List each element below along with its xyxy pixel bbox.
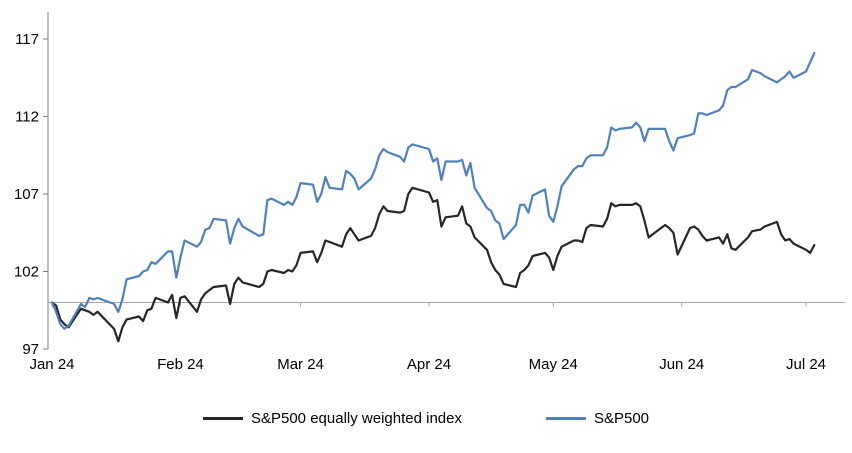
s-p500-line — [50, 51, 816, 330]
s-p500-equally-weighted-index-line — [50, 186, 816, 343]
y-tick-label-2: 107 — [14, 186, 39, 203]
x-tick-label-3: Apr 24 — [407, 356, 451, 373]
legend-label-sp500: S&P500 — [593, 410, 650, 427]
y-tick-label-3: 112 — [15, 109, 39, 126]
x-tick-label-4: May 24 — [529, 356, 578, 373]
legend-label-equal-weight: S&P500 equally weighted index — [250, 410, 462, 427]
legend-swatch-equal-weight-line — [202, 417, 243, 420]
x-tick-label-6: Jul 24 — [786, 356, 826, 373]
x-tick-label-1: Feb 24 — [157, 356, 204, 373]
x-tick-label-5: Jun 24 — [659, 356, 704, 373]
y-tick-label-4: 117 — [15, 31, 39, 48]
y-tick-label-0: 97 — [22, 341, 39, 358]
x-tick-label-0: Jan 24 — [29, 356, 74, 373]
legend-item-sp500: S&P500 — [545, 410, 650, 427]
x-tick-label-2: Mar 24 — [277, 356, 324, 373]
y-tick-label-1: 102 — [14, 264, 39, 281]
legend-item-sp500-equal-weight: S&P500 equally weighted index — [202, 410, 462, 427]
chart-legend: S&P500 equally weighted index S&P500 — [0, 410, 852, 427]
legend-swatch-sp500-line — [545, 417, 586, 420]
